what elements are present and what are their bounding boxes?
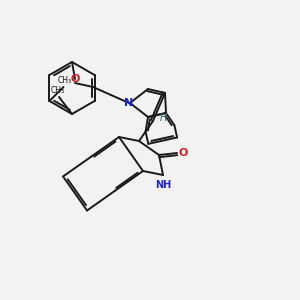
- Text: N: N: [124, 98, 134, 108]
- Text: O: O: [178, 148, 188, 158]
- Text: O: O: [70, 74, 80, 84]
- Text: CH₃: CH₃: [51, 86, 65, 95]
- Text: CH₃: CH₃: [57, 76, 71, 85]
- Text: NH: NH: [155, 180, 171, 190]
- Text: H: H: [159, 113, 167, 123]
